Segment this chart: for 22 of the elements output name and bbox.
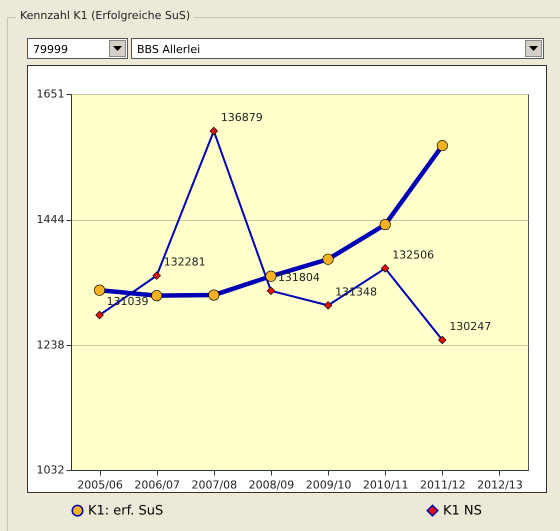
annotation: 131804 — [278, 270, 320, 284]
annotation: 132506 — [392, 248, 434, 262]
x-tick-label: 2009/10 — [306, 478, 352, 492]
x-tick-label: 2006/07 — [134, 478, 180, 492]
y-tick-label: 1651 — [36, 88, 64, 100]
y-tick-label: 1444 — [36, 213, 64, 226]
x-tick-label: 2005/06 — [77, 478, 123, 492]
x-tick-label: 2010/11 — [362, 478, 409, 492]
annotation: 130247 — [449, 320, 492, 334]
x-tick-label: 2011/12 — [420, 478, 466, 492]
y-tick-label: 1032 — [36, 464, 64, 476]
chart-title: Kennzahl K1 (Erfolgreiche SuS) — [16, 9, 194, 22]
text: BBS Allerlei — [137, 43, 200, 56]
x-tick-label: 2008/09 — [248, 478, 294, 492]
annotation: 132281 — [164, 256, 206, 269]
legend-label: K1: erf. SuS — [88, 504, 164, 519]
text: 79999 — [33, 43, 68, 56]
y-tick-label: 1238 — [36, 338, 64, 352]
legend-label: K1 NS — [443, 504, 482, 519]
x-tick-label: 2012/13 — [477, 478, 523, 492]
annotation: 136879 — [220, 111, 263, 124]
x-tick-label: 2007/08 — [191, 478, 238, 492]
